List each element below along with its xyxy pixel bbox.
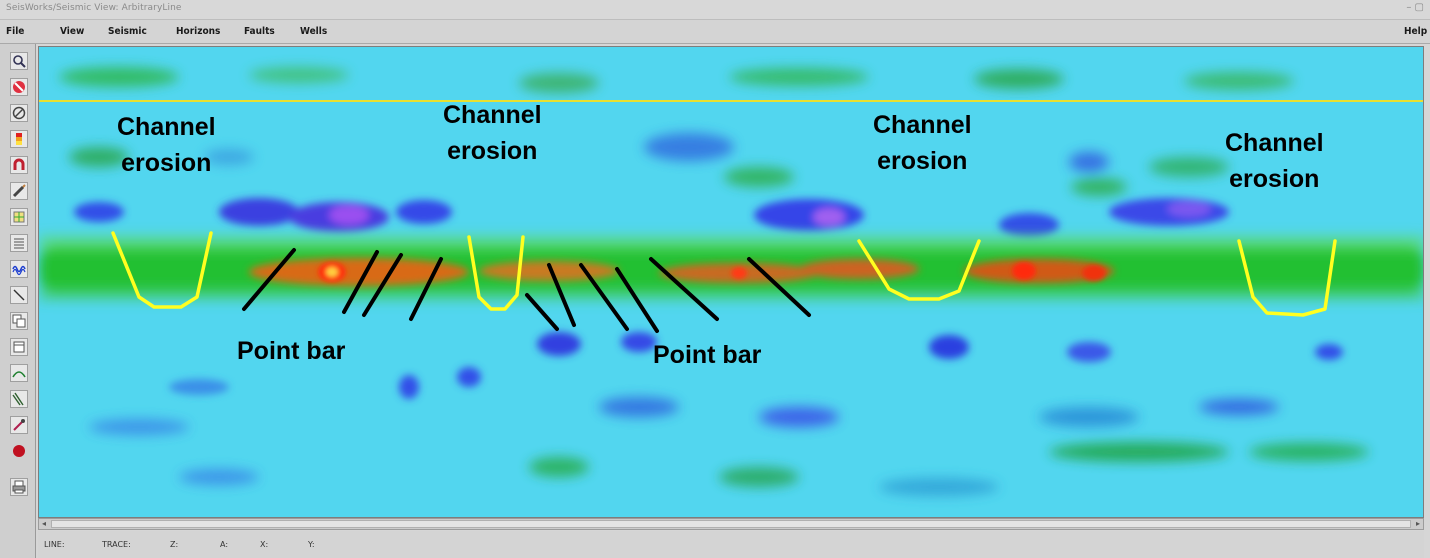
menu-wells[interactable]: Wells	[300, 26, 328, 37]
tool-palette	[0, 44, 36, 558]
status-line: LINE:	[44, 540, 65, 549]
wavelet-icon[interactable]	[10, 260, 28, 278]
pencil-icon[interactable]	[10, 182, 28, 200]
point-bar-label-2: Point bar	[653, 341, 762, 369]
channel-outlines	[111, 231, 1337, 317]
status-a: A:	[220, 540, 229, 549]
status-y: Y:	[308, 540, 315, 549]
no-entry-icon[interactable]	[10, 78, 28, 96]
seismic-section-canvas[interactable]: Channel erosion Channel erosion Channel …	[38, 46, 1424, 518]
menu-help[interactable]: Help	[1404, 26, 1428, 37]
menu-bar: File View Seismic Horizons Faults Wells …	[0, 20, 1430, 44]
menu-faults[interactable]: Faults	[244, 26, 275, 37]
cancel-icon[interactable]	[10, 104, 28, 122]
horizontal-scrollbar[interactable]: ◂ ▸	[38, 518, 1424, 530]
scroll-right-icon[interactable]: ▸	[1415, 519, 1420, 528]
scroll-left-icon[interactable]: ◂	[41, 519, 46, 528]
window-title: SeisWorks/Seismic View: ArbitraryLine	[6, 3, 182, 13]
channel-erosion-label-1: Channel erosion	[117, 113, 216, 177]
edit-tool-icon[interactable]	[10, 416, 28, 434]
status-trace: TRACE:	[102, 540, 131, 549]
horizon-curve-icon[interactable]	[10, 364, 28, 382]
print-icon[interactable]	[10, 478, 28, 496]
scrollbar-thumb[interactable]	[51, 520, 1411, 528]
menu-view[interactable]: View	[60, 26, 85, 37]
channel-erosion-label-3: Channel erosion	[873, 111, 972, 175]
pick-grid-icon[interactable]	[10, 208, 28, 226]
zoom-icon[interactable]	[10, 52, 28, 70]
record-icon[interactable]	[10, 442, 28, 460]
channel-erosion-label-2: Channel erosion	[443, 101, 542, 165]
window-icon[interactable]	[10, 338, 28, 356]
menu-seismic[interactable]: Seismic	[108, 26, 147, 37]
status-z: Z:	[170, 540, 179, 549]
window-controls[interactable]: – ▢	[1406, 2, 1424, 13]
line-draw-icon[interactable]	[10, 286, 28, 304]
color-bar-icon[interactable]	[10, 130, 28, 148]
seismic-section-image	[39, 47, 1423, 517]
channel-erosion-label-4: Channel erosion	[1225, 129, 1324, 193]
status-x: X:	[260, 540, 269, 549]
menu-horizons[interactable]: Horizons	[176, 26, 221, 37]
menu-file[interactable]: File	[6, 26, 25, 37]
point-bar-lines	[242, 248, 811, 333]
horizon-list-icon[interactable]	[10, 234, 28, 252]
title-bar: SeisWorks/Seismic View: ArbitraryLine – …	[0, 0, 1430, 20]
point-bar-label-1: Point bar	[237, 337, 346, 365]
copy-icon[interactable]	[10, 312, 28, 330]
status-bar: LINE: TRACE: Z: A: X: Y:	[38, 531, 1424, 558]
magnet-icon[interactable]	[10, 156, 28, 174]
fault-lines-icon[interactable]	[10, 390, 28, 408]
